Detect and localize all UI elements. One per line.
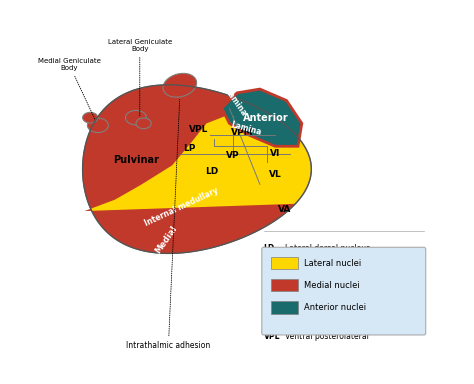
Text: LP: LP bbox=[264, 257, 274, 266]
Text: LP: LP bbox=[183, 144, 196, 153]
Text: VP: VP bbox=[264, 295, 275, 304]
Text: Ventral posterior nucleus: Ventral posterior nucleus bbox=[285, 295, 381, 304]
Text: Lateral dorsal nucleus: Lateral dorsal nucleus bbox=[285, 244, 370, 253]
Text: Ventral lateral nucleus: Ventral lateral nucleus bbox=[285, 282, 372, 291]
Text: Pulvinar: Pulvinar bbox=[113, 155, 159, 165]
Polygon shape bbox=[222, 89, 302, 146]
FancyBboxPatch shape bbox=[271, 279, 298, 291]
Polygon shape bbox=[222, 89, 302, 146]
Text: VPM: VPM bbox=[231, 128, 254, 137]
FancyBboxPatch shape bbox=[262, 247, 426, 335]
Text: Medial nuclei: Medial nuclei bbox=[304, 281, 359, 290]
Text: Lamina: Lamina bbox=[230, 121, 263, 137]
Text: Anterior nuclei: Anterior nuclei bbox=[304, 303, 366, 312]
Text: VP: VP bbox=[227, 151, 240, 160]
FancyBboxPatch shape bbox=[271, 257, 298, 270]
Text: Medial: Medial bbox=[154, 224, 179, 255]
Text: VI: VI bbox=[270, 149, 280, 158]
Text: Ventral intermediat nucleus: Ventral intermediat nucleus bbox=[285, 307, 392, 316]
Text: VI: VI bbox=[264, 307, 273, 316]
Text: Ventral posteromedial: Ventral posteromedial bbox=[285, 320, 370, 329]
Ellipse shape bbox=[163, 73, 197, 97]
Text: VA: VA bbox=[278, 205, 292, 214]
Text: VPL: VPL bbox=[189, 124, 209, 134]
Text: Internal medullary: Internal medullary bbox=[144, 186, 220, 228]
Text: Ventral anterior nucleus: Ventral anterior nucleus bbox=[285, 270, 377, 278]
FancyBboxPatch shape bbox=[271, 301, 298, 314]
Ellipse shape bbox=[126, 111, 146, 125]
Text: Lamina: Lamina bbox=[222, 87, 248, 118]
Text: LD: LD bbox=[264, 244, 275, 253]
Ellipse shape bbox=[87, 118, 109, 132]
Text: Medial Geniculate
Body: Medial Geniculate Body bbox=[38, 58, 100, 119]
Polygon shape bbox=[82, 85, 311, 253]
Ellipse shape bbox=[82, 113, 98, 123]
Text: Lateral nuclei: Lateral nuclei bbox=[304, 259, 361, 268]
Text: VPL: VPL bbox=[264, 333, 280, 341]
Text: LD: LD bbox=[206, 167, 219, 175]
Text: VA: VA bbox=[264, 270, 275, 278]
Text: VL: VL bbox=[269, 170, 282, 179]
Text: VL: VL bbox=[264, 282, 274, 291]
Text: Anterior: Anterior bbox=[243, 113, 288, 122]
Text: Ventral posterolateral: Ventral posterolateral bbox=[285, 333, 368, 341]
Ellipse shape bbox=[136, 118, 151, 129]
Text: Median: Median bbox=[149, 255, 176, 289]
Text: Lateral Geniculate
Body: Lateral Geniculate Body bbox=[108, 39, 172, 117]
Text: VPM: VPM bbox=[264, 320, 283, 329]
Text: Intrathalmic adhesion: Intrathalmic adhesion bbox=[126, 99, 210, 350]
Polygon shape bbox=[82, 85, 295, 253]
Text: Lateral posterior nucleus: Lateral posterior nucleus bbox=[285, 257, 381, 266]
